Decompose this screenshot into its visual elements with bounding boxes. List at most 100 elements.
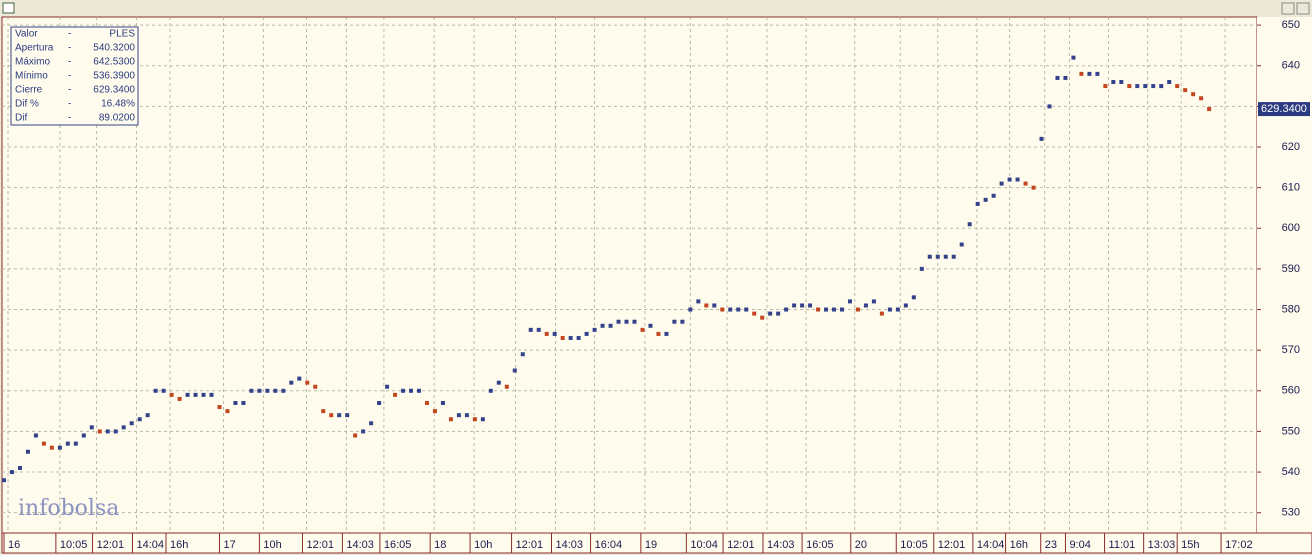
info-separator: - [68,99,71,110]
price-point [1135,84,1140,89]
price-point [616,319,621,324]
maximize-button[interactable] [1296,2,1310,15]
price-point [89,425,94,430]
price-point [536,327,541,332]
price-point [289,380,294,385]
info-separator: - [68,85,71,96]
price-point [640,327,645,332]
info-separator: - [68,57,71,68]
x-tick-label: 10h [263,539,281,551]
price-point [704,303,709,308]
price-point [105,429,110,434]
price-point [1207,107,1212,112]
price-point [137,417,142,422]
y-tick-label: 570 [1282,344,1300,356]
y-tick-label: 530 [1282,507,1300,519]
price-point [560,335,565,340]
price-point [281,388,286,393]
price-point [879,311,884,316]
info-value: 16.48% [101,99,135,110]
grid [2,17,1257,533]
price-point [959,242,964,247]
price-point [480,417,485,422]
x-tick-label: 12:01 [97,539,125,551]
y-tick-label: 540 [1282,466,1300,478]
price-point [201,392,206,397]
y-tick-label: 620 [1282,141,1300,153]
x-tick-label: 16:04 [595,539,623,551]
x-tick-label: 10:04 [690,539,718,551]
price-point [337,413,342,418]
price-point [1039,136,1044,141]
price-point [816,307,821,312]
price-point [377,400,382,405]
x-tick-label: 23 [1045,539,1057,551]
price-point [584,331,589,336]
info-label: Dif % [15,99,39,110]
price-point [33,433,38,438]
info-label: Máximo [15,57,50,68]
x-tick-label: 17:02 [1225,539,1253,551]
price-point [1175,84,1180,89]
info-label: Cierre [15,85,43,96]
x-tick-label: 14:03 [555,539,583,551]
price-point [512,368,517,373]
y-tick-label: 590 [1282,263,1300,275]
price-point [927,254,932,259]
price-point [321,409,326,414]
price-point [887,307,892,312]
price-point [65,441,70,446]
price-point [1191,92,1196,97]
info-label: Apertura [15,43,54,54]
price-point [776,311,781,316]
info-separator: - [68,29,71,40]
x-tick-label: 19 [645,539,657,551]
x-tick-label: 16h [1010,539,1028,551]
price-point [943,254,948,259]
price-point [1015,177,1020,182]
price-point [1159,84,1164,89]
price-point [975,201,980,206]
price-point [1047,104,1052,109]
price-point [424,400,429,405]
x-tick-label: 14:03 [767,539,795,551]
price-point [369,421,374,426]
y-tick-label: 610 [1282,182,1300,194]
price-point [225,409,230,414]
y-tick-label: 560 [1282,385,1300,397]
plot-area [1,16,1258,534]
price-point [1023,181,1028,186]
price-point [1087,71,1092,76]
price-point [257,388,262,393]
price-point [824,307,829,312]
price-point [592,327,597,332]
price-point [393,392,398,397]
price-point [1183,88,1188,93]
price-point [57,445,62,450]
y-tick-label: 550 [1282,425,1300,437]
price-point [209,392,214,397]
price-point [784,307,789,312]
price-point [871,299,876,304]
x-tick-label: 20 [855,539,867,551]
price-point [432,409,437,414]
price-point [808,303,813,308]
price-point [504,384,509,389]
y-tick-label: 650 [1282,19,1300,31]
price-point [169,392,174,397]
price-point [121,425,126,430]
y-tick-label: 640 [1282,60,1300,72]
price-point [1111,80,1116,85]
x-tick-label: 16:05 [384,539,412,551]
x-tick-label: 13:03 [1148,539,1176,551]
price-point [1199,96,1204,101]
restore-button[interactable] [1281,2,1295,15]
price-point [464,413,469,418]
price-point [297,376,302,381]
x-tick-label: 14:03 [346,539,374,551]
price-point [97,429,102,434]
x-tick-label: 18 [434,539,446,551]
price-point [113,429,118,434]
price-point [1103,84,1108,89]
info-value: 89.0200 [99,113,136,124]
